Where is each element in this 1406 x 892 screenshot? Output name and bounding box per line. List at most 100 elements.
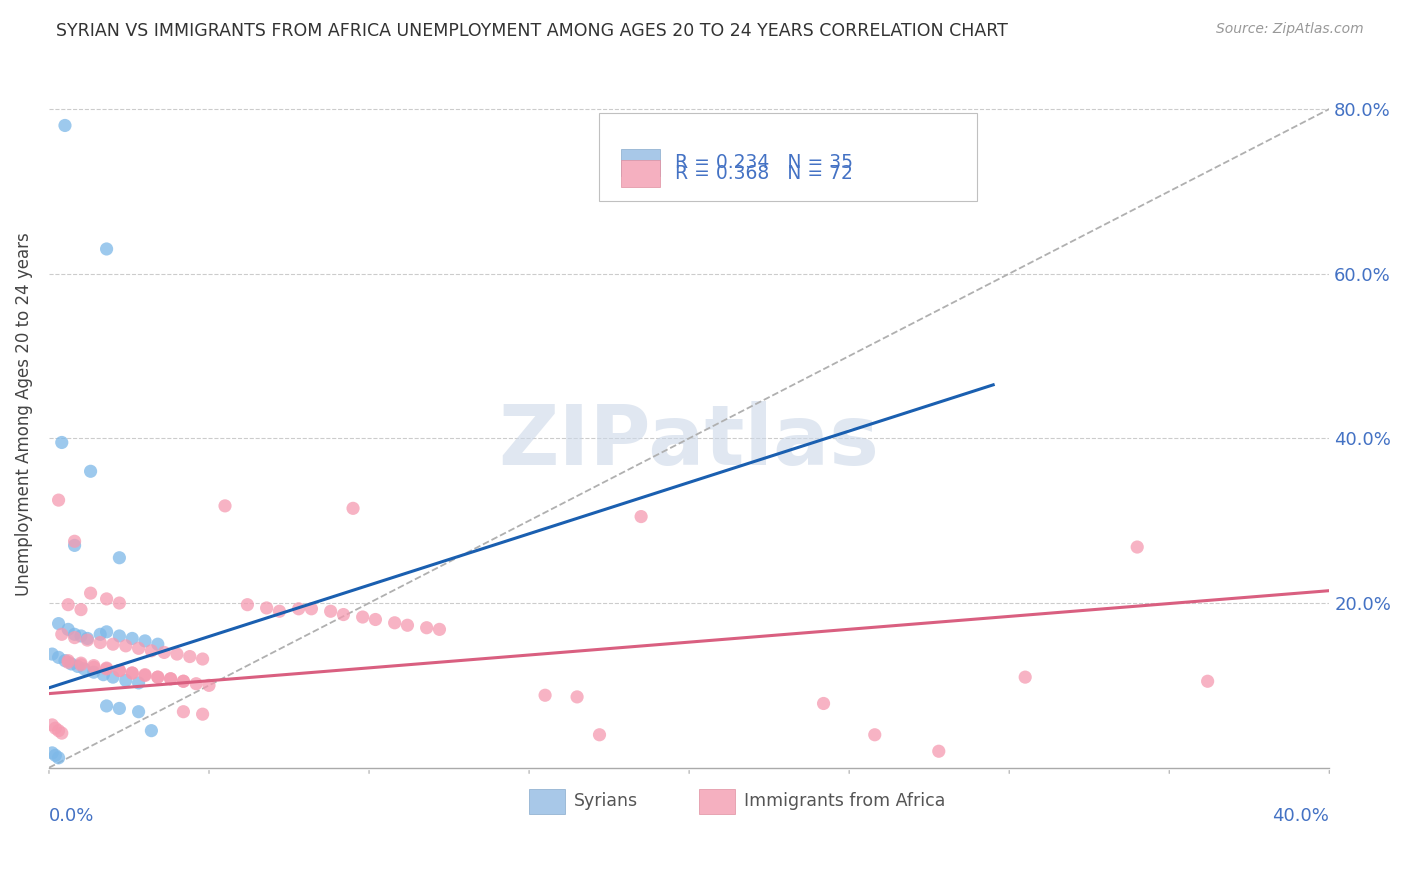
Point xyxy=(863,728,886,742)
Point xyxy=(44,748,66,763)
Point xyxy=(166,647,188,661)
Point xyxy=(153,645,176,659)
Text: Syrians: Syrians xyxy=(574,792,638,810)
Point xyxy=(66,659,89,673)
Point xyxy=(96,662,118,676)
Point xyxy=(352,610,374,624)
Point xyxy=(83,660,105,674)
Point xyxy=(172,705,194,719)
Point xyxy=(342,501,364,516)
Point xyxy=(301,602,323,616)
Point xyxy=(319,604,342,618)
Bar xyxy=(621,149,659,176)
Text: Immigrants from Africa: Immigrants from Africa xyxy=(744,792,946,810)
Point xyxy=(63,627,86,641)
Point xyxy=(121,632,143,646)
Point xyxy=(101,637,124,651)
Point xyxy=(256,601,278,615)
Point xyxy=(56,623,79,637)
Point xyxy=(96,698,118,713)
Point xyxy=(159,672,181,686)
Point xyxy=(364,613,387,627)
Text: 40.0%: 40.0% xyxy=(1272,806,1329,824)
Point xyxy=(101,670,124,684)
Bar xyxy=(529,789,565,814)
Point xyxy=(96,624,118,639)
Point xyxy=(60,657,83,671)
Point xyxy=(114,673,136,688)
Point xyxy=(83,665,105,680)
Point xyxy=(63,538,86,552)
Point xyxy=(51,627,73,641)
Point xyxy=(128,641,150,656)
Point xyxy=(76,632,98,646)
Point xyxy=(146,637,169,651)
Point xyxy=(70,629,93,643)
Point xyxy=(56,598,79,612)
Point xyxy=(429,623,451,637)
Point xyxy=(48,616,70,631)
Text: 0.0%: 0.0% xyxy=(49,806,94,824)
Point xyxy=(96,242,118,256)
Text: SYRIAN VS IMMIGRANTS FROM AFRICA UNEMPLOYMENT AMONG AGES 20 TO 24 YEARS CORRELAT: SYRIAN VS IMMIGRANTS FROM AFRICA UNEMPLO… xyxy=(56,22,1008,40)
Point xyxy=(179,649,201,664)
Point xyxy=(813,697,835,711)
Point xyxy=(191,652,214,666)
Point xyxy=(70,602,93,616)
Point xyxy=(63,534,86,549)
Point xyxy=(588,728,610,742)
Point xyxy=(121,666,143,681)
Point xyxy=(53,654,76,668)
Point xyxy=(48,751,70,765)
Point xyxy=(53,119,76,133)
Point xyxy=(108,629,131,643)
Point xyxy=(384,615,406,630)
Point xyxy=(159,672,181,686)
Bar xyxy=(621,161,659,187)
Point xyxy=(70,657,93,672)
Point xyxy=(89,627,111,641)
FancyBboxPatch shape xyxy=(599,112,977,202)
Point xyxy=(134,634,156,648)
Point xyxy=(198,678,221,692)
Point xyxy=(79,464,101,478)
Point xyxy=(191,707,214,722)
Point xyxy=(134,667,156,681)
Point xyxy=(48,650,70,665)
Point xyxy=(89,635,111,649)
Point xyxy=(48,493,70,508)
Point xyxy=(96,591,118,606)
Point xyxy=(1014,670,1036,684)
Point xyxy=(928,744,950,758)
Point xyxy=(56,656,79,670)
Point xyxy=(186,677,208,691)
Point xyxy=(41,647,63,661)
Point xyxy=(108,664,131,678)
Text: Source: ZipAtlas.com: Source: ZipAtlas.com xyxy=(1216,22,1364,37)
Point xyxy=(146,670,169,684)
Point xyxy=(56,654,79,668)
Point xyxy=(70,656,93,670)
Point xyxy=(51,435,73,450)
Point xyxy=(236,598,259,612)
Point xyxy=(51,726,73,740)
Point xyxy=(128,705,150,719)
Point xyxy=(396,618,419,632)
Point xyxy=(79,586,101,600)
Point xyxy=(146,670,169,684)
Point xyxy=(415,621,437,635)
Point xyxy=(108,596,131,610)
Point xyxy=(108,550,131,565)
Point xyxy=(134,668,156,682)
Y-axis label: Unemployment Among Ages 20 to 24 years: Unemployment Among Ages 20 to 24 years xyxy=(15,232,32,596)
Point xyxy=(141,644,163,658)
Point xyxy=(76,633,98,648)
Point xyxy=(172,674,194,689)
Bar xyxy=(699,789,735,814)
Point xyxy=(1197,674,1219,689)
Point xyxy=(41,746,63,760)
Point xyxy=(96,661,118,675)
Point xyxy=(63,631,86,645)
Text: R = 0.234   N = 35: R = 0.234 N = 35 xyxy=(675,153,853,172)
Point xyxy=(565,690,588,704)
